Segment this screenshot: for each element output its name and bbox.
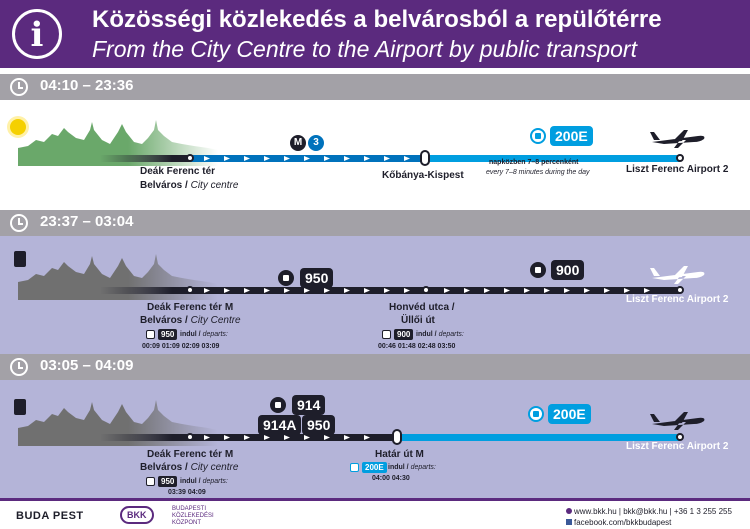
bus-icon	[278, 270, 294, 286]
bus-200e-badge: 200E	[550, 126, 593, 146]
bus-914a-badge: 914A	[258, 415, 302, 435]
stop-deak-day	[186, 154, 194, 162]
bus-icon	[270, 397, 286, 413]
bus-route-night1	[190, 287, 680, 294]
departs-label-transfer2: indul / departs:	[388, 464, 436, 471]
mini-badge-950: 950	[158, 329, 178, 340]
header-banner: i Közösségi közlekedés a belvárosból a r…	[0, 0, 750, 68]
stop-hatar-ut	[392, 429, 402, 445]
bus-900-badge: 900	[551, 260, 585, 280]
bkk-logo: BKK	[120, 506, 154, 524]
stop-deak-night1	[186, 286, 194, 294]
route-line-night1-1	[100, 287, 190, 294]
destination-night1: Liszt Ferenc Airport 2	[626, 294, 729, 305]
stop-label-deak: Deák Ferenc tér	[140, 166, 216, 177]
stop-label-honved: Honvéd utca /	[389, 302, 455, 313]
bus-icon	[530, 262, 546, 278]
departure-times-night1: 00:09 01:09 02:09 03:09	[142, 343, 220, 350]
bus-950-badge: 950	[302, 415, 336, 435]
stop-label-kobanya: Kőbánya-Kispest	[382, 170, 464, 181]
bus-icon	[528, 406, 544, 422]
clock-icon	[10, 214, 28, 232]
time-range: 04:10 – 23:36	[40, 77, 134, 94]
departs-label-transfer1: indul / departs:	[416, 331, 464, 338]
frequency-hu: napközben 7–8 percenként	[489, 159, 579, 166]
airplane-icon	[650, 266, 705, 284]
moon-icon	[14, 251, 26, 267]
departure-times-transfer2: 04:00 04:30	[372, 475, 410, 482]
bus-mini-icon	[146, 330, 155, 339]
stop-label-deak-night2: Deák Ferenc tér M	[147, 449, 234, 460]
moon-icon	[14, 399, 26, 415]
departs-label-night2: indul / departs:	[180, 478, 228, 485]
airplane-icon	[650, 130, 705, 148]
bkk-logo-subtitle: BUDAPESTI KÖZLEKEDÉSI KÖZPONT	[172, 506, 214, 526]
destination-day: Liszt Ferenc Airport 2	[626, 164, 729, 175]
title-english: From the City Centre to the Airport by p…	[92, 36, 637, 62]
stop-airport-night2	[676, 433, 684, 441]
city-skyline-day	[18, 120, 218, 166]
sun-icon	[10, 119, 26, 135]
departure-times-night2: 03:39 04:09	[168, 489, 206, 496]
stop-district-deak: Belváros / City centre	[140, 180, 239, 191]
airplane-icon	[650, 412, 705, 430]
destination-night2: Liszt Ferenc Airport 2	[626, 441, 729, 452]
section-bar-night2: 03:05 – 04:09	[0, 354, 750, 380]
metro-arrows	[190, 155, 425, 162]
clock-icon	[10, 78, 28, 96]
frequency-en: every 7–8 minutes during the day	[486, 169, 590, 176]
bus-950-badge: 950	[300, 268, 334, 288]
mini-badge-950: 950	[158, 476, 178, 487]
metro-line-3-badge: 3	[308, 135, 324, 151]
stop-district-night2: Belváros / City centre	[140, 462, 239, 473]
clock-icon	[10, 358, 28, 376]
stop-district-night1: Belváros / City Centre	[140, 315, 241, 326]
web-icon	[566, 508, 572, 514]
stop-label-hatar: Határ út M	[375, 449, 424, 460]
stop-label-deak-night1: Deák Ferenc tér M	[147, 302, 234, 313]
budapest-logo: BUDA PEST	[16, 510, 84, 522]
mini-badge-200e: 200E	[362, 462, 387, 473]
facebook-link[interactable]: facebook.com/bkkbudapest	[574, 518, 672, 527]
bus-mini-icon	[146, 477, 155, 486]
info-icon: i	[12, 9, 62, 59]
title-hungarian: Közösségi közlekedés a belvárosból a rep…	[92, 6, 662, 33]
stop-airport-night1	[676, 286, 684, 294]
stop-label-ulloi: Üllői út	[401, 315, 435, 326]
departure-times-transfer1: 00:46 01:48 02:48 03:50	[378, 343, 456, 350]
bus-route-day	[425, 155, 680, 162]
bus-route-night2-dark	[190, 434, 396, 441]
stop-airport-day	[676, 154, 684, 162]
footer-strip	[0, 498, 750, 501]
section-bar-night1: 23:37 – 03:04	[0, 210, 750, 236]
time-range: 23:37 – 03:04	[40, 213, 134, 230]
route-line-day-1	[100, 155, 190, 162]
bus-route-night2-blue	[396, 434, 680, 441]
bus-mini-icon	[382, 330, 391, 339]
bus-200e-badge: 200E	[548, 404, 591, 424]
stop-honved-utca	[422, 286, 430, 294]
contact-link[interactable]: www.bkk.hu | bkk@bkk.hu | +36 1 3 255 25…	[574, 507, 732, 516]
mini-badge-900: 900	[394, 329, 414, 340]
contact-info: www.bkk.hu | bkk@bkk.hu | +36 1 3 255 25…	[566, 506, 732, 528]
bus-mini-icon	[350, 463, 359, 472]
bus-914-badge: 914	[292, 395, 326, 415]
facebook-icon	[566, 519, 572, 525]
stop-kobanya-kispest	[420, 150, 430, 166]
metro-m-icon: M	[290, 135, 306, 151]
section-bar-day: 04:10 – 23:36	[0, 74, 750, 100]
route-line-night2-1	[100, 434, 190, 441]
bus-icon	[530, 128, 546, 144]
time-range: 03:05 – 04:09	[40, 357, 134, 374]
stop-deak-night2	[186, 433, 194, 441]
departs-label-night1: indul / departs:	[180, 331, 228, 338]
